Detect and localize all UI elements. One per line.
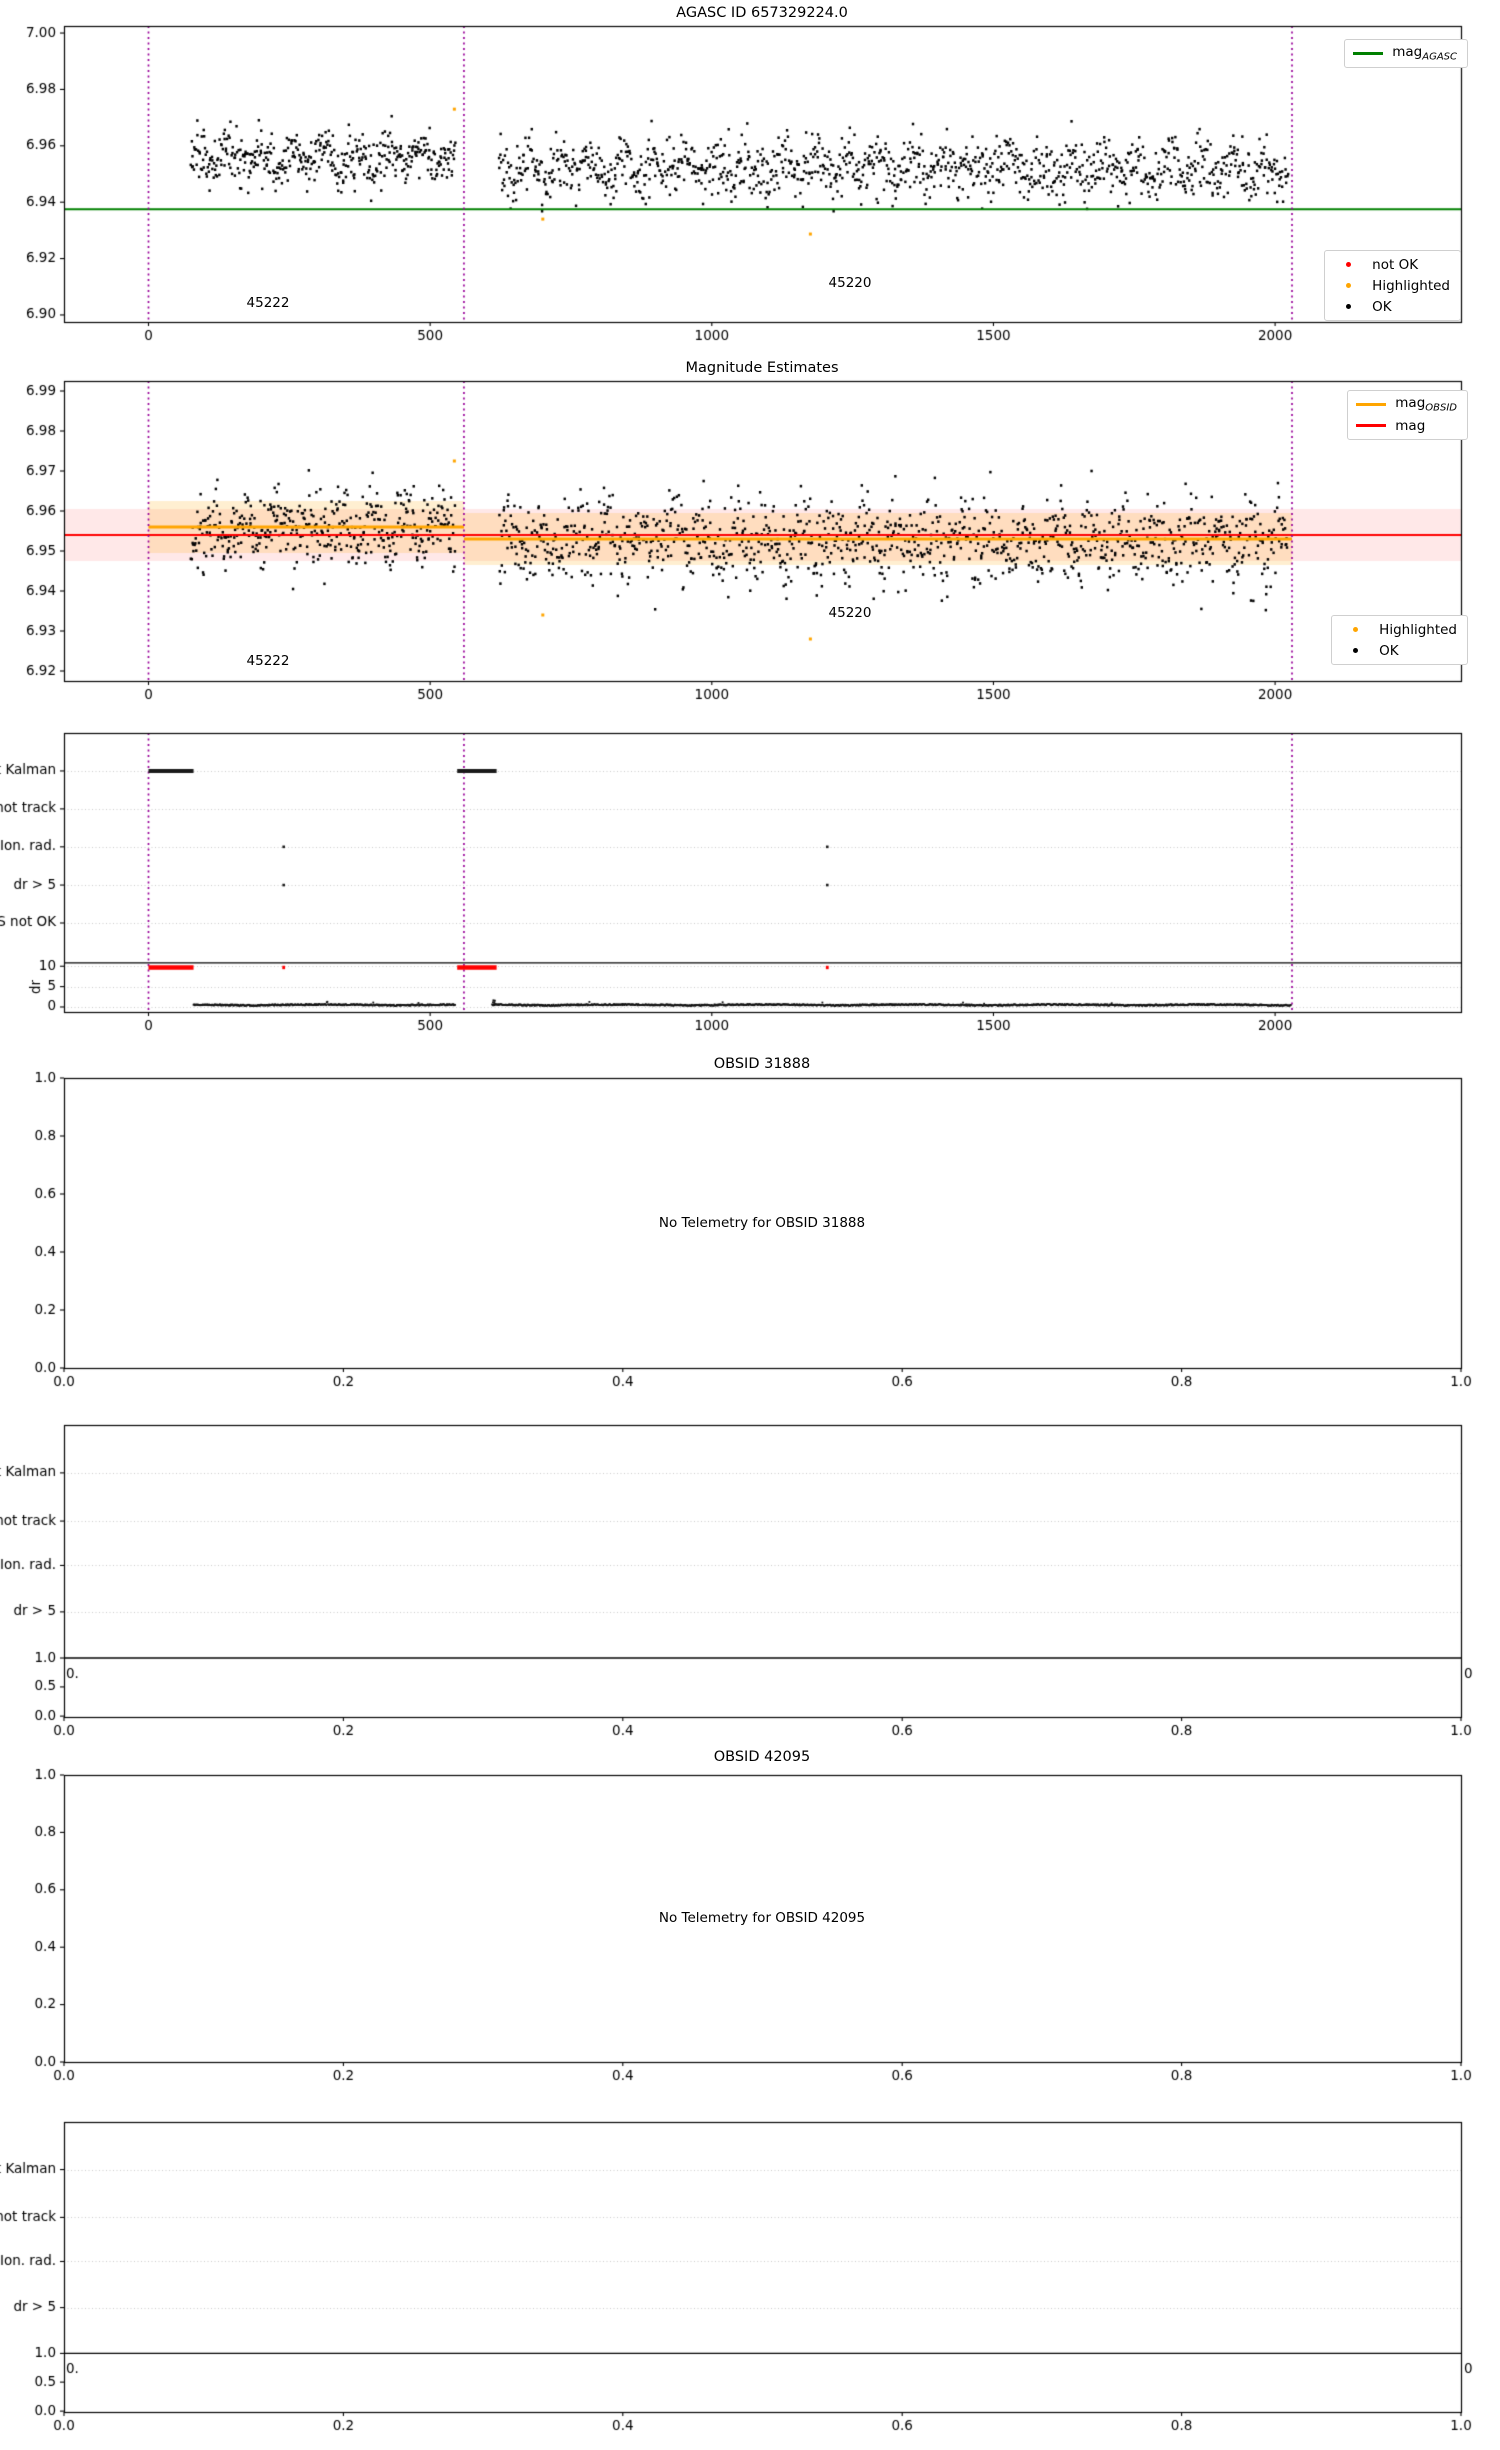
green-line-swatch	[1353, 52, 1384, 55]
legend-entry-mag-obsid: magOBSID	[1356, 394, 1457, 415]
obsid-label-45220-plot1: 45220	[828, 275, 872, 291]
legend-status-plot2: Highlighted OK	[1331, 615, 1468, 665]
legend-label: OK	[1379, 642, 1399, 659]
legend-label: mag	[1395, 417, 1426, 434]
legend-entry-ok: OK	[1340, 640, 1457, 661]
obsid-label-45222-plot1: 45222	[246, 295, 290, 311]
legend-entry-not-ok: not OK	[1333, 254, 1450, 275]
orange-dot-icon	[1333, 283, 1363, 288]
legend-mag-lines-plot2: magOBSID mag	[1347, 390, 1468, 440]
legend-status-plot1: not OK Highlighted OK	[1324, 250, 1461, 321]
black-dot-icon	[1333, 304, 1363, 309]
plot6-title: OBSID 42095	[713, 1749, 811, 1765]
legend-entry-ok: OK	[1333, 296, 1450, 317]
red-dot-icon	[1333, 262, 1363, 267]
red-line-swatch	[1356, 424, 1387, 427]
legend-label: magAGASC	[1392, 44, 1457, 63]
legend-entry-highlighted: Highlighted	[1333, 275, 1450, 296]
no-telemetry-message-42095: No Telemetry for OBSID 42095	[658, 1910, 866, 1926]
legend-label: OK	[1372, 298, 1392, 315]
black-dot-icon	[1340, 648, 1370, 653]
obsid-label-45220-plot2: 45220	[828, 605, 872, 621]
obsid-label-45222-plot2: 45222	[246, 653, 290, 669]
legend-label: Highlighted	[1372, 277, 1450, 294]
legend-label: not OK	[1372, 256, 1419, 273]
plot2-title: Magnitude Estimates	[685, 360, 839, 376]
legend-entry-highlighted: Highlighted	[1340, 619, 1457, 640]
plot4-title: OBSID 31888	[713, 1056, 811, 1072]
legend-entry-mag: mag	[1356, 415, 1457, 436]
legend-label: Highlighted	[1379, 621, 1457, 638]
legend-label: magOBSID	[1395, 395, 1457, 414]
plot1-title: AGASC ID 657329224.0	[676, 5, 848, 21]
legend-mag-agasc: magAGASC	[1344, 39, 1468, 68]
legend-entry-mag-agasc: magAGASC	[1353, 43, 1457, 64]
orange-dot-icon	[1340, 627, 1370, 632]
orange-line-swatch	[1356, 403, 1387, 406]
no-telemetry-message-31888: No Telemetry for OBSID 31888	[658, 1215, 866, 1231]
